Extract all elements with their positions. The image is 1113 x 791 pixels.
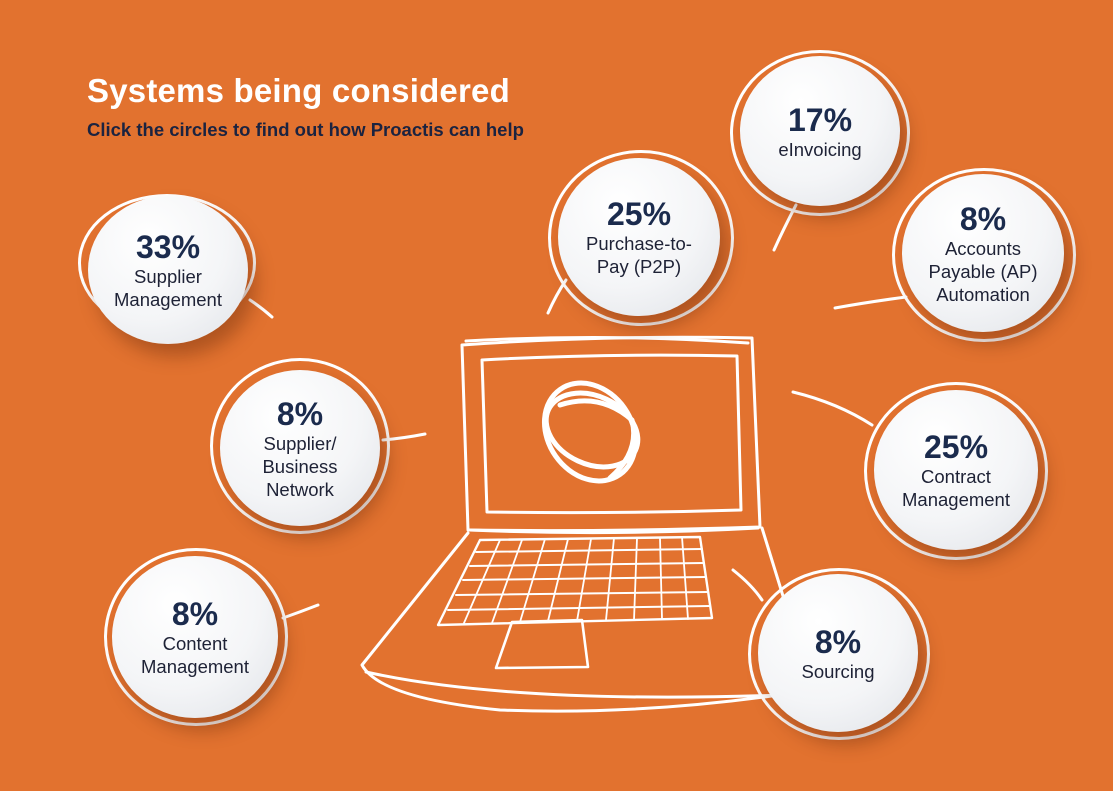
connector-einvoicing	[772, 203, 798, 252]
connector-contract-management	[791, 390, 874, 427]
percent-value: 8%	[814, 623, 862, 660]
connector-supplier-management	[248, 298, 274, 319]
system-label: Content Management	[141, 633, 249, 677]
system-label: Purchase-to- Pay (P2P)	[586, 233, 692, 277]
system-label: Contract Management	[902, 466, 1010, 510]
system-label: Supplier Management	[114, 266, 222, 310]
connector-supplier-business-network	[381, 432, 427, 442]
percent-value: 8%	[276, 395, 324, 432]
circle-purchase-to-pay[interactable]: 25% Purchase-to- Pay (P2P)	[558, 158, 720, 316]
circle-supplier-business-network[interactable]: 8% Supplier/ Business Network	[220, 370, 380, 526]
laptop-icon	[360, 335, 814, 713]
connector-accounts-payable	[833, 295, 908, 310]
connector-sourcing	[731, 568, 764, 602]
percent-value: 17%	[787, 101, 853, 138]
circle-einvoicing[interactable]: 17% eInvoicing	[740, 56, 900, 206]
circle-content-management[interactable]: 8% Content Management	[112, 556, 278, 718]
circle-supplier-management[interactable]: 33% Supplier Management	[88, 196, 248, 344]
system-label: Sourcing	[801, 660, 875, 682]
circle-contract-management[interactable]: 25% Contract Management	[874, 390, 1038, 550]
percent-value: 25%	[923, 429, 989, 465]
circle-accounts-payable-automation[interactable]: 8% Accounts Payable (AP) Automation	[902, 174, 1064, 332]
circle-sourcing[interactable]: 8% Sourcing	[758, 574, 918, 732]
connector-lines	[248, 203, 908, 620]
percent-value: 25%	[606, 196, 672, 232]
percent-value: 8%	[959, 200, 1007, 237]
proactis-logo-icon	[541, 380, 641, 484]
percent-value: 33%	[135, 229, 201, 265]
connector-purchase-to-pay	[546, 278, 568, 315]
page-title: Systems being considered	[87, 72, 510, 109]
system-label: eInvoicing	[778, 138, 862, 160]
system-label: Accounts Payable (AP) Automation	[928, 237, 1038, 305]
page-subtitle: Click the circles to find out how Proact…	[87, 119, 524, 140]
system-label: Supplier/ Business Network	[262, 432, 338, 500]
percent-value: 8%	[171, 596, 219, 632]
connector-content-management	[281, 603, 320, 620]
